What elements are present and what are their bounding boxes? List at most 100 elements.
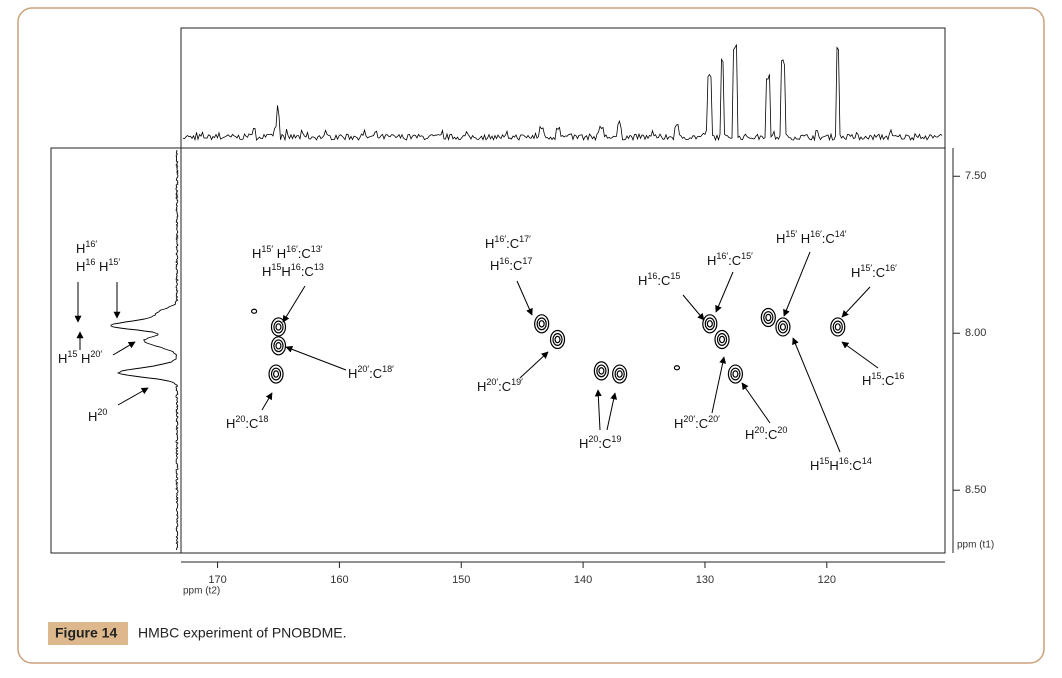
- annotation-arrow: [841, 341, 879, 369]
- contour-ring: [554, 335, 561, 344]
- contour-ring: [270, 367, 282, 381]
- contour-ring: [763, 311, 774, 324]
- annotation: H15H16:C13: [262, 262, 324, 279]
- annotation-arrow: [783, 251, 811, 317]
- contour-ring: [732, 370, 739, 378]
- annotation: H15:C16: [862, 371, 904, 388]
- x-axis-label: ppm (t2): [183, 586, 220, 597]
- contour-ring: [593, 361, 609, 381]
- x-tick-label: 150: [452, 574, 470, 586]
- contour-ring: [716, 333, 728, 346]
- contour-ring: [702, 314, 718, 334]
- contour-ring: [718, 335, 726, 344]
- cross-peak: [268, 364, 284, 384]
- contour-ring: [534, 314, 550, 334]
- annotation-arrow: [711, 356, 727, 414]
- contour-ring: [777, 320, 789, 334]
- top-projection: [180, 27, 946, 149]
- cross-peak: [612, 364, 628, 384]
- annotation-arrow: [112, 341, 136, 356]
- contour-ring: [727, 364, 744, 384]
- cross-peak: [830, 317, 846, 337]
- annotation: H16′:C17′: [485, 234, 531, 251]
- annotation: H15H16:C14: [810, 456, 872, 473]
- contour-ring: [673, 365, 681, 371]
- annotation-arrow: [594, 389, 602, 431]
- contour-ring: [706, 320, 713, 328]
- contour-ring: [830, 317, 846, 337]
- contour-ring: [760, 307, 776, 328]
- annotation: H16 H15′: [76, 257, 120, 274]
- contour-ring: [270, 336, 287, 356]
- y-tick-label: 8.00: [965, 327, 986, 339]
- cross-peak: [702, 314, 718, 334]
- contour-ring: [765, 313, 772, 322]
- caption-label-box: [48, 622, 128, 645]
- contour-ring: [272, 370, 280, 378]
- contour-ring: [275, 323, 282, 331]
- contour-ring: [779, 323, 786, 331]
- annotation-arrow: [516, 280, 533, 316]
- contour-ring: [270, 317, 287, 337]
- cross-peak: [760, 307, 776, 328]
- x-tick-label: 170: [208, 574, 226, 586]
- x-tick-label: 140: [574, 574, 592, 586]
- annotation-arrow: [282, 285, 306, 323]
- annotation: H20:C18: [226, 414, 268, 431]
- cross-peak: [251, 308, 258, 314]
- contour-ring: [730, 367, 741, 381]
- plot-area: [180, 147, 946, 554]
- x-tick-label: 160: [330, 574, 348, 586]
- annotation-arrow: [682, 294, 705, 321]
- left-projection: [50, 147, 182, 554]
- contour-ring: [714, 329, 730, 350]
- contour-ring: [612, 364, 628, 384]
- contour-ring: [596, 364, 607, 378]
- y-tick-label: 8.50: [965, 484, 986, 496]
- caption-text: HMBC experiment of PNOBDME.: [138, 625, 347, 641]
- contour-ring: [616, 370, 623, 378]
- caption-label: Figure 14: [55, 625, 117, 641]
- cross-peak: [534, 314, 550, 334]
- annotation: H15 H20′: [58, 349, 102, 366]
- x-tick-label: 120: [818, 574, 836, 586]
- annotation-arrow: [519, 351, 549, 379]
- contour-ring: [275, 342, 282, 350]
- annotation: H20′:C19′: [477, 377, 523, 394]
- annotation: H20:C19: [579, 434, 621, 451]
- cross-peak: [549, 329, 566, 350]
- cross-peak: [270, 336, 287, 356]
- annotation: H20: [88, 407, 107, 424]
- contour-ring: [834, 323, 841, 331]
- annotation-arrow: [261, 392, 273, 411]
- annotation-arrow: [841, 286, 871, 318]
- annotation: H20′:C20′: [674, 414, 720, 431]
- contour-ring: [268, 364, 284, 384]
- annotation-arrow: [117, 387, 149, 406]
- contour-ring: [614, 367, 625, 381]
- contour-ring: [538, 320, 545, 328]
- contour-ring: [704, 317, 715, 331]
- contour-ring: [598, 367, 605, 375]
- contour-ring: [775, 317, 791, 337]
- contour-ring: [251, 308, 258, 314]
- contour-ring: [273, 320, 284, 334]
- cross-peak: [673, 365, 681, 371]
- contour-ring: [273, 339, 284, 353]
- annotation: H15′ H16′:C14′: [776, 229, 847, 246]
- annotation: H16′: [76, 239, 97, 256]
- annotation: H16:C17: [490, 256, 532, 273]
- annotation-arrow: [715, 271, 734, 313]
- contour-ring: [549, 329, 566, 350]
- annotation-arrow: [792, 337, 841, 453]
- contour-ring: [536, 317, 547, 331]
- cross-peak: [727, 364, 744, 384]
- annotation: H16:C15: [638, 271, 680, 288]
- x-tick-label: 130: [696, 574, 714, 586]
- annotation-arrow: [741, 382, 771, 424]
- annotation-arrow: [285, 345, 347, 371]
- top-trace: [182, 43, 943, 142]
- cross-peak: [714, 329, 730, 350]
- left-trace: [110, 149, 179, 551]
